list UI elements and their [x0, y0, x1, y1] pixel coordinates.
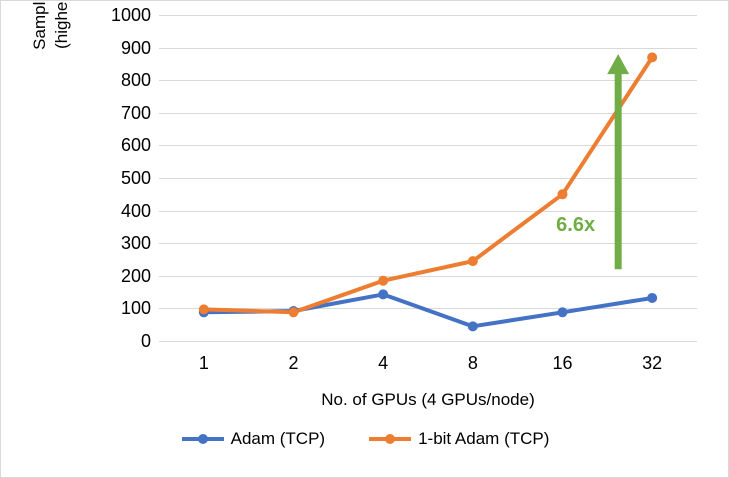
gridline [159, 15, 697, 16]
y-axis-tick-labels: 1000 900 800 700 600 500 400 300 200 100 0 [87, 6, 151, 350]
gridline [159, 341, 697, 342]
legend-marker-icon [181, 434, 224, 444]
x-axis-tick-label: 4 [378, 353, 389, 373]
legend-label: Adam (TCP) [230, 429, 326, 448]
legend-marker-icon [369, 434, 412, 444]
y-axis-tick-label: 200 [120, 265, 151, 286]
gridline [159, 243, 697, 244]
legend-item[interactable]: 1-bit Adam (TCP) [369, 429, 549, 449]
speedup-arrow-head [607, 54, 630, 75]
data-point-marker [378, 275, 389, 286]
x-axis-tick-labels: 1 2 4 8 16 32 [159, 353, 697, 379]
gridline [159, 48, 697, 49]
data-point-marker [467, 256, 478, 267]
x-axis-tick-label: 2 [288, 353, 299, 373]
y-axis-tick-label: 100 [120, 298, 151, 319]
x-axis-tick-label: 32 [642, 353, 663, 373]
data-point-marker [467, 321, 478, 332]
data-point-marker [557, 307, 568, 318]
y-axis-tick-label: 300 [120, 233, 151, 254]
y-axis-title: Samples/seocnd (higher is better) [23, 1, 79, 117]
gridline [159, 145, 697, 146]
data-point-marker [198, 304, 209, 315]
y-axis-tick-label: 1000 [110, 5, 151, 25]
gridline [159, 80, 697, 81]
data-point-marker [647, 52, 658, 63]
gridline [159, 113, 697, 114]
gridline [159, 178, 697, 179]
x-axis-title: No. of GPUs (4 GPUs/node) [321, 390, 535, 409]
gridline [159, 276, 697, 277]
gridline [159, 211, 697, 212]
x-axis-tick-label: 16 [552, 353, 573, 373]
data-point-marker [557, 189, 568, 200]
y-axis-tick-label: 900 [120, 37, 151, 58]
y-axis-title-line-1: Samples/seocnd [29, 1, 51, 50]
y-axis-tick-label: 500 [120, 168, 151, 188]
speedup-annotation-label: 6.6x [556, 213, 596, 236]
y-axis-tick-label: 400 [120, 200, 151, 221]
legend-item[interactable]: Adam (TCP) [181, 429, 326, 449]
y-axis-tick-label: 0 [140, 331, 151, 351]
y-axis-tick-label: 700 [120, 102, 151, 123]
chart-legend: Adam (TCP) 1-bit Adam (TCP) [1, 429, 728, 449]
y-axis-tick-label: 800 [120, 70, 151, 91]
y-axis-tick-label: 600 [120, 135, 151, 156]
series-lines [198, 52, 658, 332]
data-point-marker [288, 307, 299, 318]
y-axis-title-line-2: (higher is better) [51, 1, 73, 49]
x-axis-tick-label: 8 [467, 353, 478, 373]
series-line [201, 55, 655, 315]
data-point-marker [378, 289, 389, 300]
legend-label: 1-bit Adam (TCP) [418, 429, 550, 448]
data-point-marker [647, 292, 658, 303]
x-axis-tick-label: 1 [198, 353, 209, 373]
plot-area [159, 15, 697, 342]
